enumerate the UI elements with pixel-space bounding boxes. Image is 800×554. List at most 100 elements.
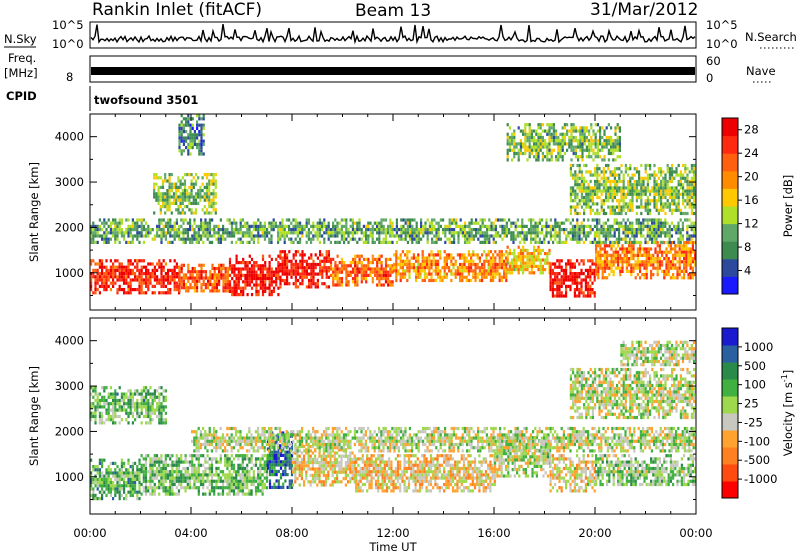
heatmap-cell xyxy=(222,237,225,241)
nsearch-tick-top: 10^5 xyxy=(706,18,738,32)
heatmap-cell xyxy=(544,155,547,159)
heatmap-cell xyxy=(464,231,467,235)
heatmap-cell xyxy=(603,247,606,251)
heatmap-cell xyxy=(607,186,610,190)
heatmap-cell xyxy=(182,136,185,140)
heatmap-cell xyxy=(264,277,267,281)
heatmap-cell xyxy=(314,224,317,228)
heatmap-cell xyxy=(395,218,398,222)
heatmap-cell xyxy=(402,224,405,228)
heatmap-cell xyxy=(356,224,359,228)
heatmap-cell xyxy=(470,221,473,225)
heatmap-cell xyxy=(208,234,211,238)
heatmap-cell xyxy=(652,266,655,270)
heatmap-cell xyxy=(354,280,357,284)
heatmap-cell xyxy=(307,234,310,238)
heatmap-cell xyxy=(173,278,176,282)
heatmap-cell xyxy=(618,234,621,238)
heatmap-cell xyxy=(235,231,238,235)
heatmap-cell xyxy=(437,221,440,225)
heatmap-cell xyxy=(615,221,618,225)
heatmap-cell xyxy=(437,275,440,279)
heatmap-cell xyxy=(314,272,317,276)
heatmap-cell xyxy=(533,245,536,249)
heatmap-cell xyxy=(661,269,664,273)
heatmap-cell xyxy=(198,146,201,150)
heatmap-cell xyxy=(193,282,196,287)
heatmap-cell xyxy=(652,257,655,261)
heatmap-cell xyxy=(415,240,418,244)
heatmap-cell xyxy=(222,273,225,277)
heatmap-cell xyxy=(107,218,110,222)
heatmap-cell xyxy=(194,179,198,183)
heatmap-cell xyxy=(622,208,625,212)
heatmap-cell xyxy=(560,221,563,225)
heatmap-cell xyxy=(565,272,568,276)
heatmap-cell xyxy=(155,195,158,199)
heatmap-cell xyxy=(426,275,429,279)
heatmap-cell xyxy=(690,167,693,171)
heatmap-cell xyxy=(376,261,379,265)
heatmap-cell xyxy=(435,221,438,225)
colorbar-tick-label: 8 xyxy=(744,240,751,254)
heatmap-cell xyxy=(501,237,504,241)
heatmap-cell xyxy=(354,221,357,225)
heatmap-cell xyxy=(472,262,475,267)
heatmap-cell xyxy=(652,263,655,267)
heatmap-cell xyxy=(686,211,689,216)
heatmap-cell xyxy=(686,231,689,235)
heatmap-cell xyxy=(603,276,606,280)
heatmap-cell xyxy=(664,173,667,177)
heatmap-cell xyxy=(292,224,295,228)
heatmap-cell xyxy=(618,231,621,235)
heatmap-cell xyxy=(327,269,330,273)
heatmap-cell xyxy=(569,278,572,282)
heatmap-cell xyxy=(685,241,688,245)
heatmap-cell xyxy=(689,247,692,251)
heatmap-cell xyxy=(578,224,581,228)
heatmap-cell xyxy=(691,241,694,245)
heatmap-cell xyxy=(448,228,451,232)
heatmap-cell xyxy=(468,231,471,235)
heatmap-cell xyxy=(164,224,167,228)
heatmap-cell xyxy=(343,237,346,241)
heatmap-cell xyxy=(266,273,269,277)
heatmap-cell xyxy=(142,272,145,276)
heatmap-cell xyxy=(620,170,623,174)
heatmap-cell xyxy=(611,173,614,177)
heatmap-cell xyxy=(345,273,348,277)
heatmap-cell xyxy=(692,228,695,232)
heatmap-cell xyxy=(658,257,661,261)
heatmap-cell xyxy=(607,192,610,196)
heatmap-cell xyxy=(395,269,398,273)
heatmap-cell xyxy=(178,276,181,280)
heatmap-cell xyxy=(431,240,434,244)
heatmap-cell xyxy=(180,270,183,274)
heatmap-cell xyxy=(554,221,557,225)
heatmap-cell xyxy=(332,221,335,225)
heatmap-cell xyxy=(569,195,572,200)
heatmap-cell xyxy=(290,228,293,232)
heatmap-cell xyxy=(250,257,254,261)
heatmap-cell xyxy=(479,218,482,222)
heatmap-cell xyxy=(664,176,667,180)
heatmap-cell xyxy=(693,170,696,174)
heatmap-cell xyxy=(478,269,481,273)
heatmap-cell xyxy=(266,228,269,232)
heatmap-cell xyxy=(554,237,557,241)
heatmap-cell xyxy=(123,265,126,269)
heatmap-cell xyxy=(237,270,240,274)
heatmap-cell xyxy=(116,234,119,238)
heatmap-cell xyxy=(283,231,286,235)
heatmap-cell xyxy=(183,205,187,209)
heatmap-cell xyxy=(116,224,119,228)
heatmap-cell xyxy=(198,270,201,274)
heatmap-cell xyxy=(546,132,549,136)
heatmap-cell xyxy=(404,221,407,225)
heatmap-cell xyxy=(613,211,616,216)
heatmap-cell xyxy=(677,221,680,225)
heatmap-cell xyxy=(198,130,201,134)
heatmap-cell xyxy=(138,268,141,272)
heatmap-cell xyxy=(578,262,581,266)
heatmap-cell xyxy=(422,231,425,235)
